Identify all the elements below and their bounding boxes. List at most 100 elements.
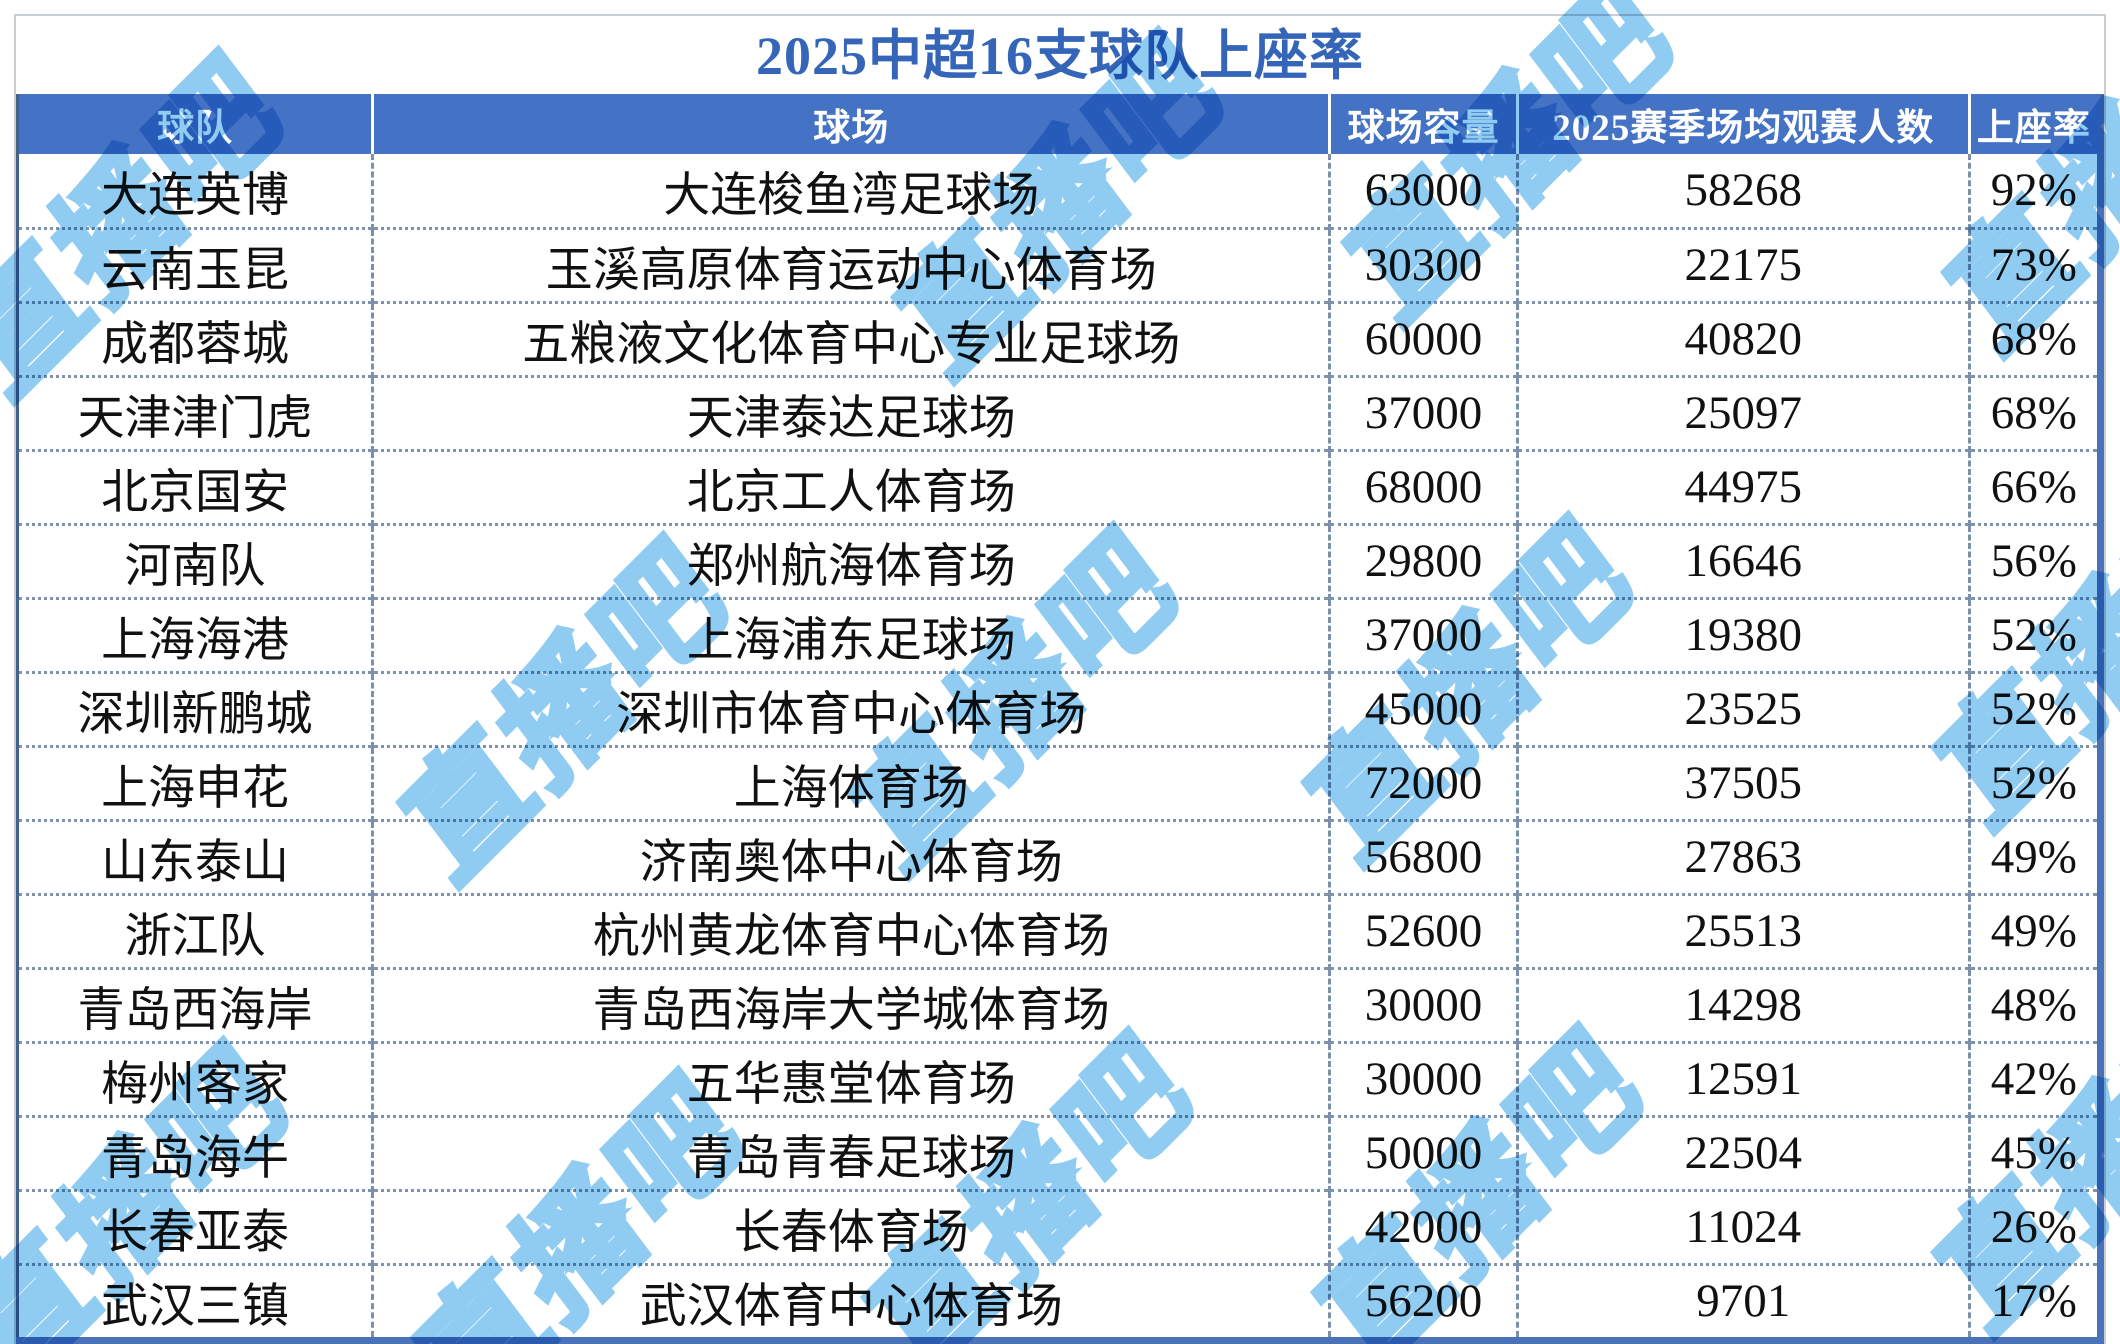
attendance-cell: 9701 <box>1515 1262 1970 1340</box>
rate-cell: 49% <box>1967 892 2101 968</box>
page-title: 2025中超16支球队上座率 <box>756 26 1364 86</box>
capacity-cell: 30300 <box>1328 226 1518 302</box>
stadium-cell: 杭州黄龙体育中心体育场 <box>371 892 1330 968</box>
attendance-cell: 14298 <box>1515 966 1970 1042</box>
capacity-cell: 56200 <box>1328 1262 1518 1340</box>
stadium-cell: 五粮液文化体育中心专业足球场 <box>371 300 1330 376</box>
attendance-cell: 27863 <box>1515 818 1970 894</box>
col-header-team: 球队 <box>17 94 373 154</box>
table-row: 山东泰山 济南奥体中心体育场 56800 27863 49% <box>17 818 2101 894</box>
stadium-cell: 天津泰达足球场 <box>371 374 1330 450</box>
table-row: 青岛海牛 青岛青春足球场 50000 22504 45% <box>17 1114 2101 1190</box>
col-header-occupancy-rate: 上座率 <box>1967 94 2101 154</box>
table-row: 武汉三镇 武汉体育中心体育场 56200 9701 17% <box>17 1262 2101 1340</box>
capacity-cell: 29800 <box>1328 522 1518 598</box>
team-cell: 深圳新鹏城 <box>17 670 373 746</box>
table-row: 青岛西海岸 青岛西海岸大学城体育场 30000 14298 48% <box>17 966 2101 1042</box>
team-cell: 北京国安 <box>17 448 373 524</box>
capacity-cell: 72000 <box>1328 744 1518 820</box>
attendance-cell: 40820 <box>1515 300 1970 376</box>
table-row: 北京国安 北京工人体育场 68000 44975 66% <box>17 448 2101 524</box>
capacity-cell: 42000 <box>1328 1188 1518 1264</box>
attendance-table: 球队 球场 球场容量 2025赛季场均观赛人数 上座率 大连英博 大连梭鱼湾足球场… <box>16 94 2104 1344</box>
rate-cell: 68% <box>1967 374 2101 450</box>
rate-cell: 52% <box>1967 596 2101 672</box>
col-header-stadium: 球场 <box>371 94 1330 154</box>
col-header-avg-attendance: 2025赛季场均观赛人数 <box>1515 94 1970 154</box>
rate-cell: 68% <box>1967 300 2101 376</box>
stadium-cell: 青岛青春足球场 <box>371 1114 1330 1190</box>
rate-cell: 17% <box>1967 1262 2101 1340</box>
table-row: 云南玉昆 玉溪高原体育运动中心体育场 30300 22175 73% <box>17 226 2101 302</box>
stadium-cell: 深圳市体育中心体育场 <box>371 670 1330 746</box>
capacity-cell: 63000 <box>1328 154 1518 228</box>
attendance-cell: 22175 <box>1515 226 1970 302</box>
attendance-cell: 58268 <box>1515 154 1970 228</box>
rate-cell: 52% <box>1967 670 2101 746</box>
stadium-cell: 北京工人体育场 <box>371 448 1330 524</box>
capacity-cell: 30000 <box>1328 966 1518 1042</box>
table-row: 上海申花 上海体育场 72000 37505 52% <box>17 744 2101 820</box>
rate-cell: 48% <box>1967 966 2101 1042</box>
team-cell: 上海申花 <box>17 744 373 820</box>
team-cell: 青岛海牛 <box>17 1114 373 1190</box>
table-row: 浙江队 杭州黄龙体育中心体育场 52600 25513 49% <box>17 892 2101 968</box>
rate-cell: 26% <box>1967 1188 2101 1264</box>
stadium-cell: 上海体育场 <box>371 744 1330 820</box>
table-row: 天津津门虎 天津泰达足球场 37000 25097 68% <box>17 374 2101 450</box>
capacity-cell: 52600 <box>1328 892 1518 968</box>
table-row: 梅州客家 五华惠堂体育场 30000 12591 42% <box>17 1040 2101 1116</box>
capacity-cell: 56800 <box>1328 818 1518 894</box>
team-cell: 长春亚泰 <box>17 1188 373 1264</box>
table-row: 大连英博 大连梭鱼湾足球场 63000 58268 92% <box>18 154 2101 228</box>
team-cell: 梅州客家 <box>17 1040 373 1116</box>
team-cell: 云南玉昆 <box>17 226 373 302</box>
attendance-cell: 44975 <box>1515 448 1970 524</box>
attendance-cell: 37505 <box>1515 744 1970 820</box>
stadium-cell: 武汉体育中心体育场 <box>371 1262 1330 1340</box>
attendance-cell: 25097 <box>1515 374 1970 450</box>
capacity-cell: 30000 <box>1328 1040 1518 1116</box>
rate-cell: 92% <box>1967 154 2101 228</box>
table-header-row: 球队 球场 球场容量 2025赛季场均观赛人数 上座率 <box>17 94 2101 154</box>
attendance-cell: 11024 <box>1515 1188 1970 1264</box>
rate-cell: 73% <box>1967 226 2101 302</box>
team-cell: 成都蓉城 <box>17 300 373 376</box>
stadium-cell: 五华惠堂体育场 <box>371 1040 1330 1116</box>
capacity-cell: 68000 <box>1328 448 1518 524</box>
team-cell: 浙江队 <box>17 892 373 968</box>
capacity-cell: 60000 <box>1328 300 1518 376</box>
rate-cell: 52% <box>1967 744 2101 820</box>
capacity-cell: 50000 <box>1328 1114 1518 1190</box>
stadium-cell: 青岛西海岸大学城体育场 <box>371 966 1330 1042</box>
capacity-cell: 45000 <box>1328 670 1518 746</box>
rate-cell: 56% <box>1967 522 2101 598</box>
team-cell: 山东泰山 <box>17 818 373 894</box>
attendance-cell: 16646 <box>1515 522 1970 598</box>
stadium-cell: 玉溪高原体育运动中心体育场 <box>371 226 1330 302</box>
rate-cell: 49% <box>1967 818 2101 894</box>
team-cell: 天津津门虎 <box>17 374 373 450</box>
team-cell: 河南队 <box>17 522 373 598</box>
attendance-cell: 19380 <box>1515 596 1970 672</box>
col-header-capacity: 球场容量 <box>1328 94 1518 154</box>
table-row: 上海海港 上海浦东足球场 37000 19380 52% <box>17 596 2101 672</box>
stadium-cell: 大连梭鱼湾足球场 <box>371 154 1330 228</box>
table-row: 长春亚泰 长春体育场 42000 11024 26% <box>17 1188 2101 1264</box>
attendance-cell: 23525 <box>1515 670 1970 746</box>
rate-cell: 45% <box>1967 1114 2101 1190</box>
attendance-cell: 22504 <box>1515 1114 1970 1190</box>
team-cell: 大连英博 <box>101 169 290 222</box>
table-row: 河南队 郑州航海体育场 29800 16646 56% <box>17 522 2101 598</box>
attendance-cell: 25513 <box>1515 892 1970 968</box>
capacity-cell: 37000 <box>1328 596 1518 672</box>
rate-cell: 66% <box>1967 448 2101 524</box>
team-cell: 武汉三镇 <box>17 1262 373 1340</box>
capacity-cell: 37000 <box>1328 374 1518 450</box>
table-row: 成都蓉城 五粮液文化体育中心专业足球场 60000 40820 68% <box>17 300 2101 376</box>
rate-cell: 42% <box>1967 1040 2101 1116</box>
attendance-cell: 12591 <box>1515 1040 1970 1116</box>
team-cell: 青岛西海岸 <box>17 966 373 1042</box>
table-body: 大连英博 大连梭鱼湾足球场 63000 58268 92% 云南玉昆 玉溪高原体育运动中心体… <box>17 154 2101 1340</box>
team-cell: 上海海港 <box>17 596 373 672</box>
